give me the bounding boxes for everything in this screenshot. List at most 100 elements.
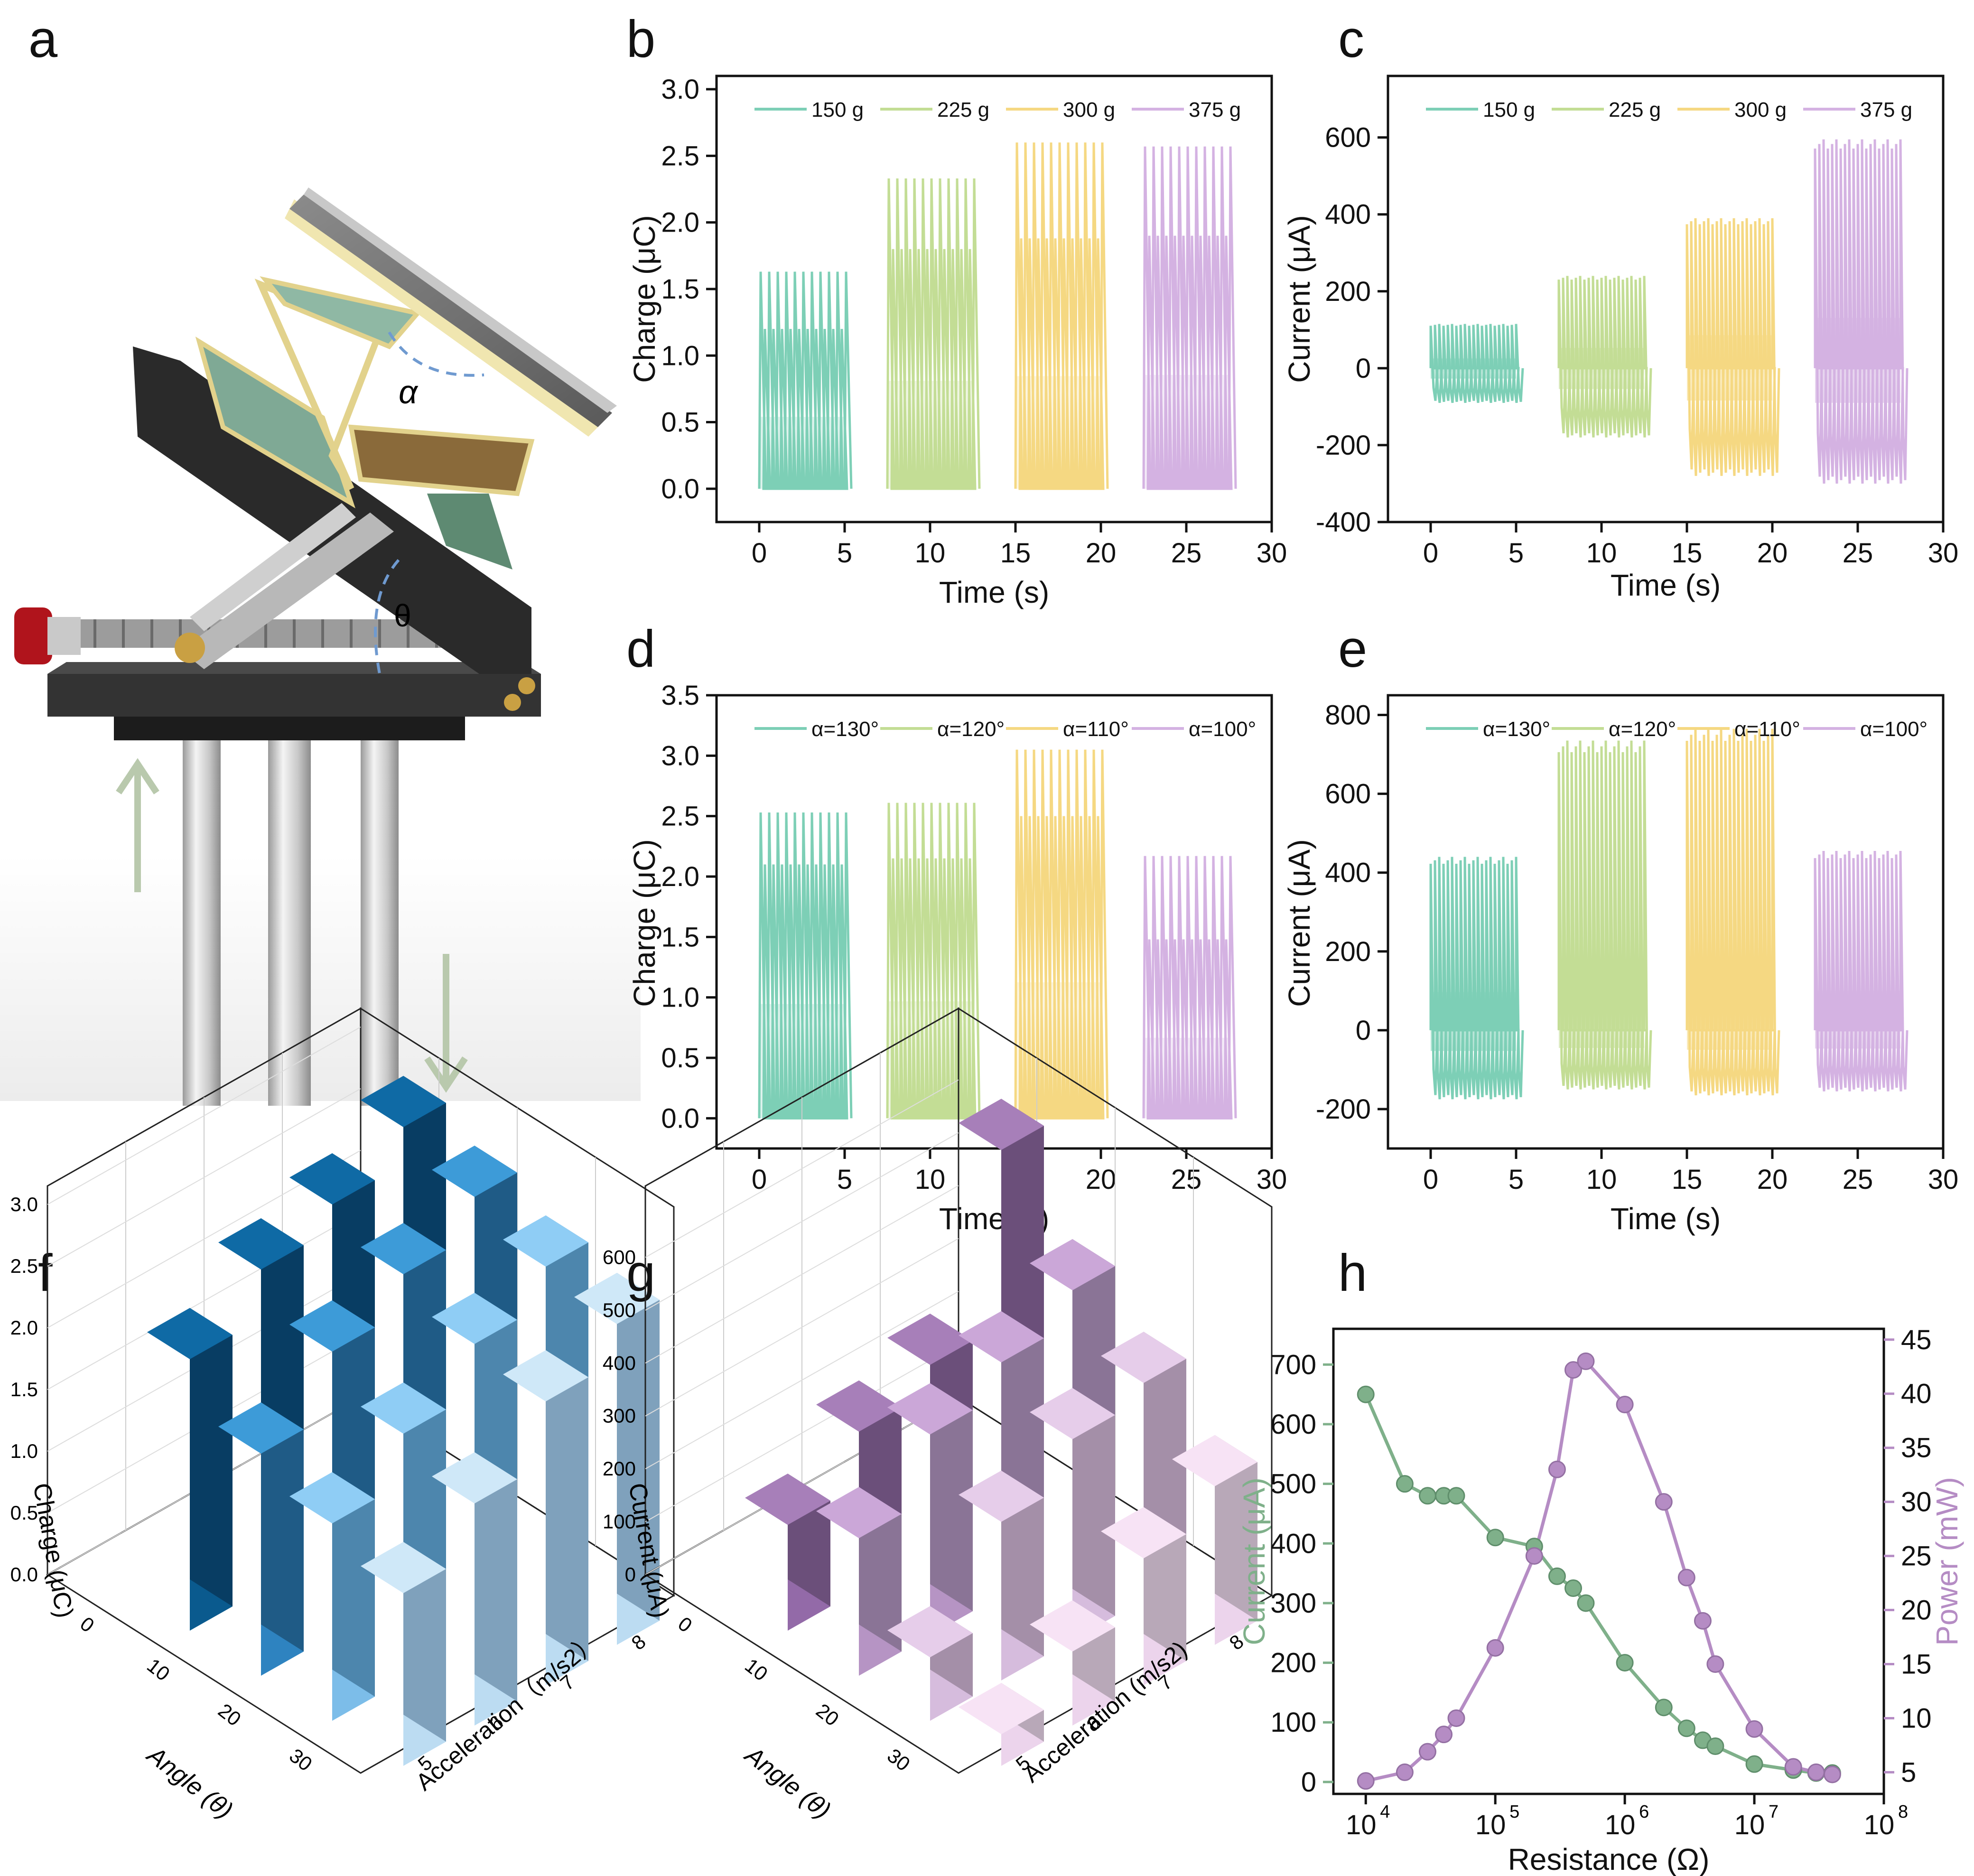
- power-point: [1807, 1763, 1825, 1781]
- floor-shadow: [0, 854, 641, 1101]
- bar-top-g: [816, 1487, 902, 1539]
- bar-top-f: [289, 1300, 375, 1352]
- bar-top-f: [361, 1542, 446, 1593]
- power-point: [1357, 1772, 1375, 1790]
- y-tick-label-d: 3.5: [661, 680, 699, 711]
- z-tick-label-g: 600: [603, 1246, 636, 1268]
- x-tick-exponent-h: 4: [1380, 1802, 1390, 1822]
- legend-label-d-2: α=110°: [1063, 718, 1129, 741]
- legend-label-e-0: α=130°: [1483, 718, 1550, 741]
- y-tick-label-left-h: 300: [1270, 1588, 1316, 1619]
- y-tick-label-left-h: 500: [1270, 1469, 1316, 1500]
- legend-c: 150 g 225 g 300 g 375 g: [1426, 98, 1912, 121]
- panel-label-d: d: [626, 620, 655, 678]
- bar-top-f: [361, 1223, 446, 1274]
- z-tick-label-f: 2.0: [10, 1316, 38, 1339]
- x-tick-label-b: 0: [752, 538, 767, 569]
- y-tick-label-c: 600: [1325, 122, 1371, 153]
- y-axis-label-left-h: Current (μA): [1237, 1477, 1271, 1645]
- current-point: [1486, 1529, 1504, 1547]
- bar-top-f: [432, 1146, 517, 1197]
- x-tick-label-d: 25: [1171, 1164, 1202, 1195]
- x-tick-label-e: 25: [1843, 1164, 1873, 1195]
- y-tick-label-b: 0.0: [661, 474, 699, 504]
- trace-b-series-3: [1142, 146, 1237, 490]
- legend-label-e-2: α=110°: [1734, 718, 1800, 741]
- legend-label-d-1: α=120°: [937, 718, 1005, 741]
- x-tick-label-h: 10: [1475, 1810, 1506, 1840]
- panel-label-h: h: [1338, 1244, 1367, 1302]
- bar-top-f: [361, 1076, 446, 1127]
- x-tick-label-b: 10: [915, 538, 946, 569]
- power-curve: [1365, 1359, 1833, 1783]
- plot-frame-e: [1387, 694, 1945, 1150]
- trace-d-series-0: [758, 812, 853, 1120]
- y-tick-label-e: 0: [1356, 1015, 1371, 1046]
- panel-label-g: g: [626, 1244, 655, 1302]
- bar-front-g: [1072, 1388, 1115, 1616]
- current-point: [1357, 1385, 1375, 1403]
- bar-top-f: [289, 1153, 375, 1204]
- triboelectric-plate-lower-left: [195, 336, 355, 509]
- y-tick-label-d: 2.5: [661, 801, 699, 832]
- y-tick-label-e: 200: [1325, 936, 1371, 967]
- plot-frame-h: [1332, 1327, 1885, 1795]
- power-point: [1447, 1709, 1465, 1727]
- legend-label-d-0: α=130°: [811, 718, 879, 741]
- angle-tick-label-g: 30: [883, 1744, 914, 1775]
- bar-top-g: [887, 1314, 973, 1365]
- panel-label-b: b: [626, 10, 655, 68]
- adjust-knob: [14, 607, 52, 664]
- angle-tick-label-g: 20: [812, 1699, 843, 1730]
- angle-tick-label-f: 30: [285, 1744, 317, 1775]
- y-tick-label-e: 800: [1325, 700, 1371, 731]
- panel-h-chart: h 10 4 10 5 10 6 10 7 10 801002003004005006007005…: [1237, 1244, 1964, 1876]
- y-tick-label-right-h: 30: [1901, 1487, 1932, 1518]
- hinge-pin: [175, 633, 205, 663]
- trace-c-series-3: [1814, 139, 1909, 484]
- bar-top-g: [959, 1683, 1044, 1735]
- y-tick-label-e: 600: [1325, 779, 1371, 810]
- power-point: [1577, 1352, 1595, 1370]
- x-tick-label-d: 5: [837, 1164, 852, 1195]
- tick-group-e: 0 5 10 15 20 25 30 -200 0 200 400 600 800: [1316, 700, 1958, 1195]
- x-tick-label-e: 20: [1757, 1164, 1788, 1195]
- z-tick-label-g: 100: [603, 1511, 636, 1533]
- trace-d-series-3: [1142, 856, 1237, 1120]
- bar-front-f: [261, 1402, 304, 1652]
- legend-d: α=130° α=120° α=110° α=100°: [754, 718, 1256, 741]
- bar-top-f: [361, 1382, 446, 1434]
- x-tick-label-h: 10: [1734, 1810, 1765, 1840]
- trace-e-series-1: [1557, 740, 1652, 1090]
- x-tick-label-c: 10: [1586, 538, 1617, 569]
- y-tick-label-b: 0.5: [661, 407, 699, 438]
- y-tick-label-e: 400: [1325, 858, 1371, 888]
- panel-label-f: f: [38, 1244, 53, 1302]
- x-tick-exponent-h: 5: [1509, 1802, 1519, 1822]
- y-tick-label-c: 200: [1325, 276, 1371, 307]
- z-gridline-g: [645, 1185, 959, 1364]
- x-axis-label-e: Time (s): [1611, 1202, 1721, 1236]
- y-tick-label-left-h: 400: [1270, 1528, 1316, 1559]
- tick-group-c: 0 5 10 15 20 25 30 -400 -200 0 200 400 600: [1316, 122, 1958, 569]
- bar-top-g: [959, 1470, 1044, 1522]
- trace-d-series-2: [1014, 749, 1109, 1120]
- ticks-h: 10 4 10 5 10 6 10 7 10 80100200300400500600700510…: [1270, 1325, 1931, 1840]
- x-tick-label-c: 25: [1843, 538, 1873, 569]
- current-point: [1745, 1755, 1763, 1773]
- z-gridline-g: [645, 1079, 959, 1258]
- y-tick-label-left-h: 100: [1270, 1707, 1316, 1738]
- power-point: [1823, 1765, 1841, 1783]
- curves-h: [1357, 1352, 1841, 1790]
- power-point: [1396, 1763, 1414, 1781]
- power-point: [1486, 1639, 1504, 1657]
- bar-front-g: [1215, 1435, 1257, 1621]
- base-plate: [47, 674, 541, 717]
- z-gridline-f: [47, 1027, 361, 1205]
- y-tick-label-left-h: 0: [1301, 1767, 1316, 1798]
- x-tick-label-b: 30: [1257, 538, 1287, 569]
- x-tick-exponent-h: 8: [1898, 1802, 1908, 1822]
- x-tick-label-c: 15: [1672, 538, 1703, 569]
- alpha-arc: [388, 331, 484, 377]
- legend-label-b-3: 375 g: [1189, 98, 1241, 121]
